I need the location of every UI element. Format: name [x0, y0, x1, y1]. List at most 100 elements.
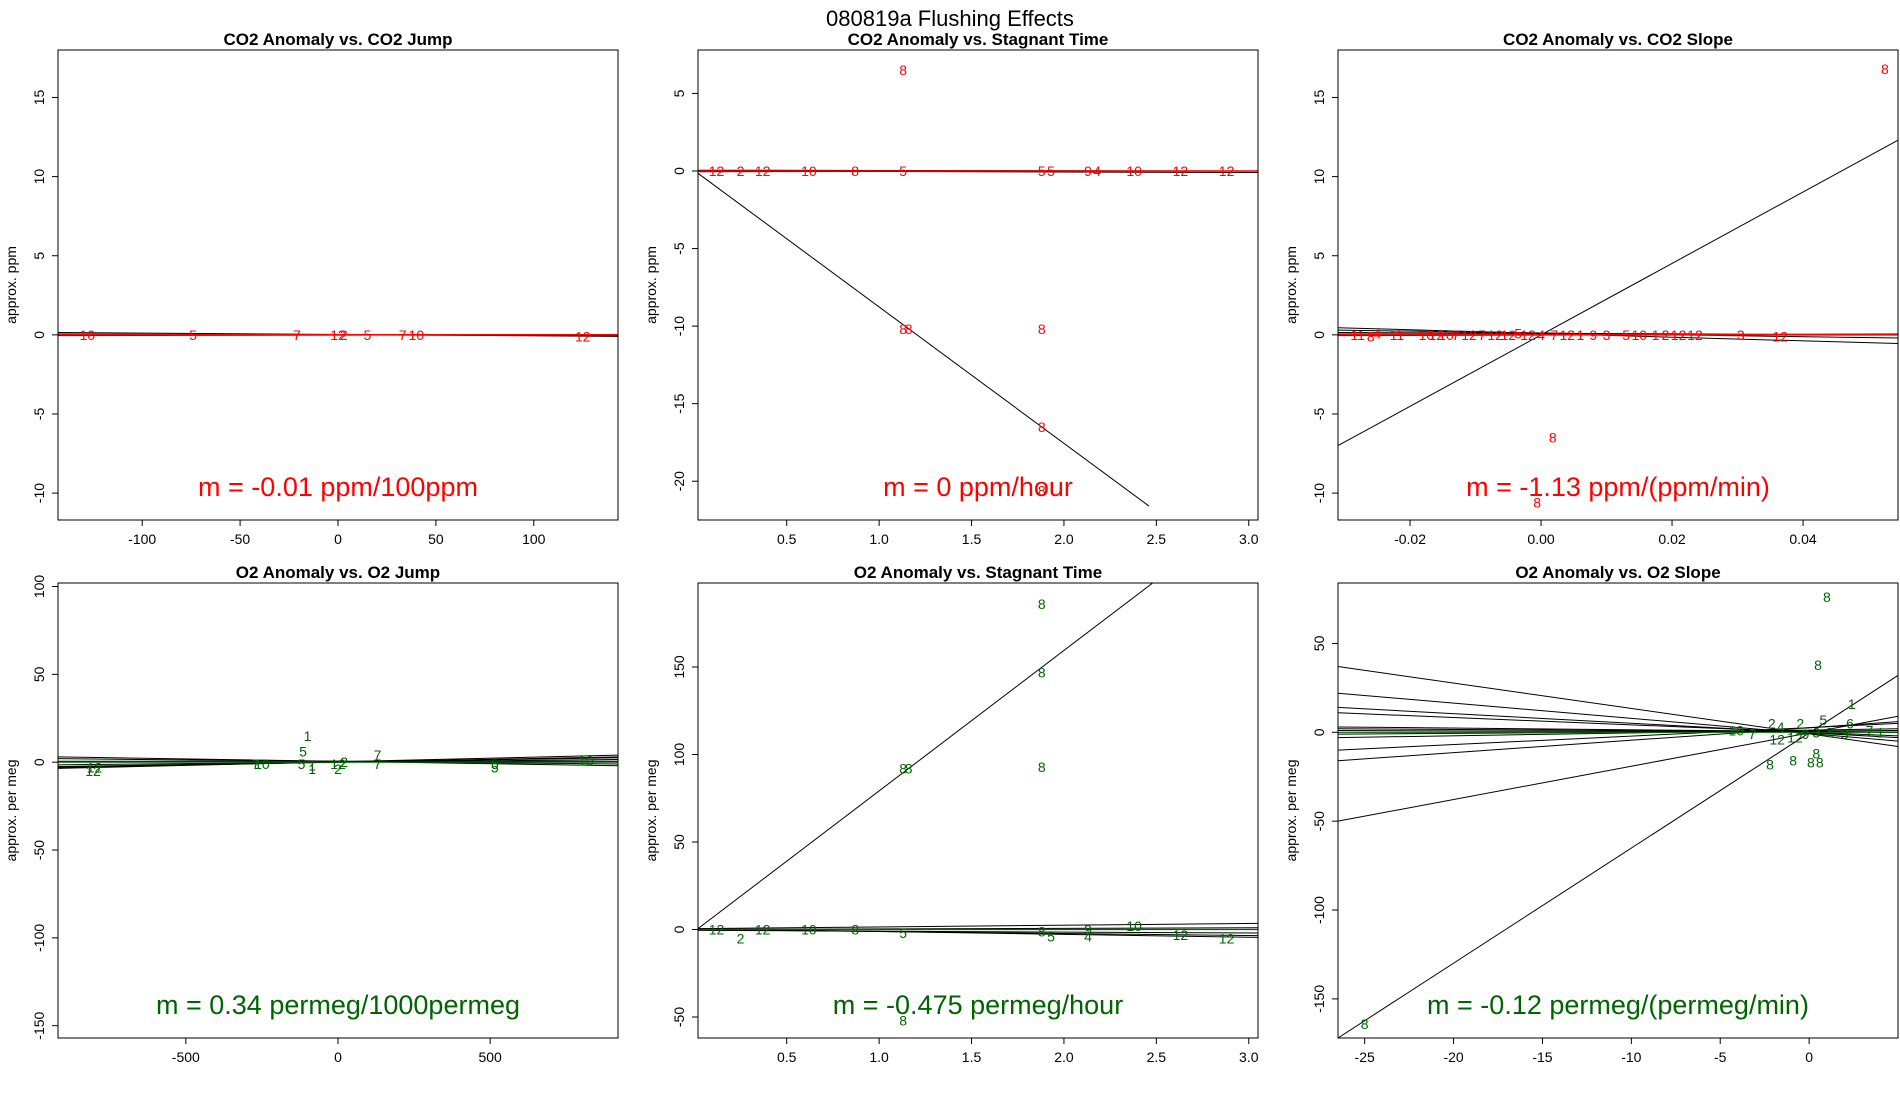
data-point: 7 — [374, 756, 382, 772]
x-tick-label: -15 — [1532, 1049, 1552, 1065]
data-point: 8 — [1816, 755, 1824, 771]
data-point: 8 — [1881, 61, 1889, 77]
data-point: 10 — [1438, 327, 1454, 343]
data-point: 1 — [308, 758, 316, 774]
y-tick-label: 5 — [1311, 252, 1327, 260]
data-point: 5 — [189, 327, 197, 343]
data-point: 2 — [737, 930, 745, 946]
y-axis-label: approx. ppm — [643, 246, 659, 324]
data-point: 8 — [1533, 495, 1541, 511]
data-point: 5 — [1038, 163, 1046, 179]
data-point: 12 — [575, 328, 591, 344]
data-point: 7 — [374, 747, 382, 763]
data-point: 5 — [899, 925, 907, 941]
data-point: 12 — [1787, 730, 1803, 746]
y-tick-label: 100 — [31, 575, 47, 599]
x-tick-label: 2.0 — [1054, 531, 1074, 547]
data-point: 7 — [399, 327, 407, 343]
data-point: 2 — [1662, 327, 1670, 343]
data-point: 12 — [1671, 327, 1687, 343]
panel-title: O2 Anomaly vs. O2 Slope — [1515, 563, 1720, 582]
data-point: 8 — [1549, 430, 1557, 446]
data-point: 2 — [1768, 715, 1776, 731]
x-tick-label: 3.0 — [1239, 1049, 1259, 1065]
y-axis-label: approx. per meg — [3, 760, 19, 862]
x-tick-label: 0.5 — [777, 531, 797, 547]
data-point: 7 — [1866, 723, 1874, 739]
y-tick-label: -15 — [671, 393, 687, 413]
y-tick-label: -150 — [1311, 985, 1327, 1013]
y-tick-label: -150 — [31, 1011, 47, 1039]
data-point: 8 — [1367, 328, 1375, 344]
x-tick-label: 100 — [522, 531, 546, 547]
y-axis-label: approx. ppm — [1283, 246, 1299, 324]
regression-line — [1337, 675, 1899, 1039]
y-tick-label: -50 — [31, 840, 47, 860]
data-point: 8 — [1814, 657, 1822, 673]
data-point: 12 — [1769, 731, 1785, 747]
data-point: 12 — [1501, 327, 1517, 343]
data-point: 8 — [1038, 419, 1046, 435]
x-tick-label: 2.5 — [1147, 1049, 1167, 1065]
x-tick-label: -500 — [172, 1049, 200, 1065]
plot-frame — [57, 582, 619, 1039]
data-point: 4 — [1537, 327, 1545, 343]
data-point: 5 — [491, 756, 499, 772]
data-point: 10 — [1126, 918, 1142, 934]
data-point: 3 — [1737, 327, 1745, 343]
x-tick-label: 1.0 — [869, 1049, 889, 1065]
data-point: 2 — [334, 761, 342, 777]
data-point: 12 — [755, 922, 771, 938]
data-point: 6 — [1846, 715, 1854, 731]
plot-frame — [57, 49, 619, 521]
data-point: 11 — [1350, 327, 1365, 343]
y-tick-label: 50 — [1311, 635, 1327, 651]
data-point: 8 — [899, 62, 907, 78]
data-point: 8 — [905, 761, 913, 777]
x-tick-label: 0.04 — [1789, 531, 1816, 547]
y-tick-label: -5 — [671, 242, 687, 255]
data-point: 7 — [1478, 327, 1486, 343]
data-point: 7 — [1452, 327, 1460, 343]
data-point: 12 — [1559, 327, 1575, 343]
data-point: 10 — [801, 922, 817, 938]
data-point: 9 — [1084, 163, 1092, 179]
slope-annotation: m = -0.475 permeg/hour — [833, 990, 1123, 1020]
plot-frame — [1337, 582, 1899, 1039]
data-point: 12 — [1219, 163, 1235, 179]
data-point: 8 — [1812, 746, 1820, 762]
y-tick-label: 15 — [1311, 89, 1327, 105]
y-tick-label: 10 — [31, 169, 47, 185]
y-tick-label: 150 — [671, 655, 687, 679]
panel-title: CO2 Anomaly vs. Stagnant Time — [848, 30, 1109, 49]
regression-line — [1337, 139, 1899, 447]
regression-line — [1337, 715, 1899, 822]
slope-annotation: m = -1.13 ppm/(ppm/min) — [1466, 472, 1770, 502]
x-tick-label: 3.0 — [1239, 531, 1259, 547]
data-point: 4 — [1777, 719, 1785, 735]
data-point: 5 — [491, 759, 499, 775]
y-tick-label: 0 — [1311, 728, 1327, 736]
plot-frame — [1337, 49, 1899, 521]
y-tick-label: -50 — [1311, 811, 1327, 831]
x-tick-label: 0.5 — [777, 1049, 797, 1065]
y-tick-label: -10 — [31, 483, 47, 503]
y-tick-label: 15 — [31, 89, 47, 105]
data-point: 8 — [899, 761, 907, 777]
y-tick-label: -100 — [31, 924, 47, 952]
data-point: 5 — [298, 756, 306, 772]
x-tick-label: 500 — [478, 1049, 502, 1065]
plot-frame — [697, 49, 1259, 521]
x-tick-label: -5 — [1714, 1049, 1727, 1065]
data-point: 5 — [1819, 712, 1827, 728]
y-tick-label: -5 — [31, 408, 47, 421]
data-point: 12 — [1173, 163, 1189, 179]
panel-title: O2 Anomaly vs. Stagnant Time — [854, 563, 1102, 582]
data-point: 2 — [340, 327, 348, 343]
data-point: 10 — [409, 327, 425, 343]
regression-line — [1337, 728, 1899, 739]
data-point: 5 — [363, 327, 371, 343]
y-tick-label: 10 — [1311, 169, 1327, 185]
y-tick-label: 5 — [31, 252, 47, 260]
